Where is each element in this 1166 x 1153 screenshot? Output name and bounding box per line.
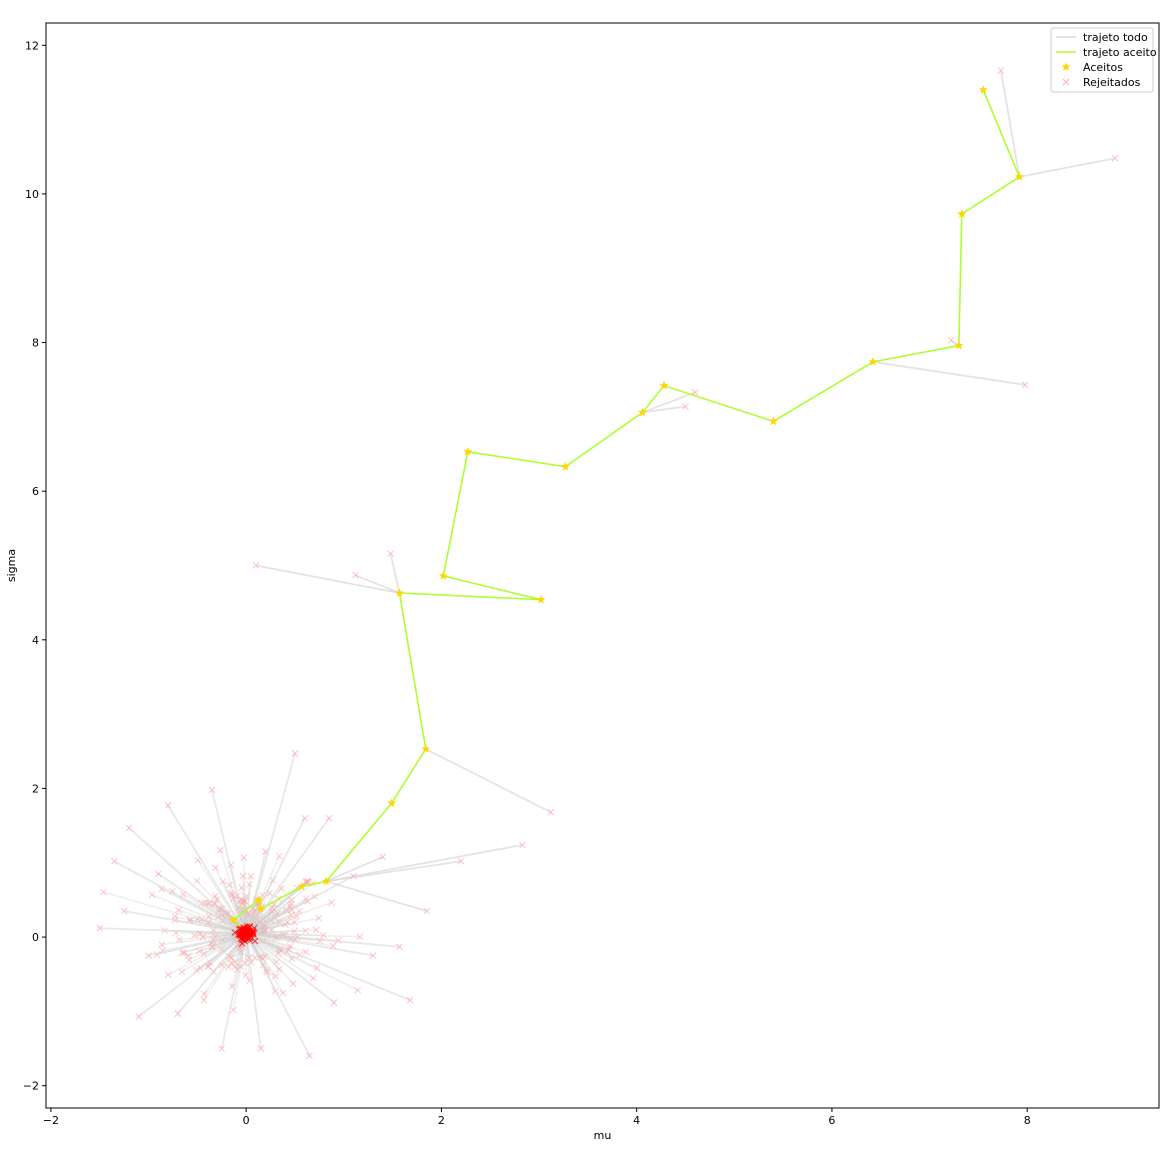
y-tick-label: 0 <box>32 931 39 944</box>
x-tick-label: 4 <box>633 1114 640 1127</box>
rejected-point <box>302 815 308 821</box>
all-path-segment <box>326 861 461 881</box>
cloud-point <box>290 981 296 987</box>
all-path-segment <box>1001 71 1020 177</box>
all-path-segment <box>391 554 400 593</box>
all-path-segment <box>326 881 427 911</box>
all-path-series <box>100 71 1115 1056</box>
rejected-point <box>155 871 161 877</box>
cloud-point <box>276 853 282 859</box>
y-tick-label: 2 <box>32 782 39 795</box>
legend-label: Aceitos <box>1083 61 1123 74</box>
all-path-segment <box>1019 158 1115 177</box>
x-tick-label: 2 <box>438 1114 445 1127</box>
accepted-point <box>439 572 447 580</box>
y-tick-label: 4 <box>32 634 39 647</box>
x-axis-label: mu <box>594 1129 612 1142</box>
y-tick-label: 8 <box>32 337 39 350</box>
cloud-point <box>280 990 286 996</box>
cloud-point <box>194 878 200 884</box>
rejected-point <box>948 337 954 343</box>
accepted-point <box>537 595 545 603</box>
cloud-point <box>179 969 185 975</box>
cloud-point <box>186 957 192 963</box>
y-axis-label: sigma <box>5 549 18 582</box>
all-path-segment <box>256 566 400 593</box>
y-tick-label: 12 <box>25 39 39 52</box>
rejected-point <box>548 809 554 815</box>
rejected-point <box>165 803 171 809</box>
x-tick-label: 8 <box>1024 1114 1031 1127</box>
cloud-point <box>165 972 171 978</box>
accepted-point <box>769 417 777 425</box>
all-path-segment <box>426 749 551 812</box>
rejected-point <box>111 858 117 864</box>
cloud-point <box>212 893 218 899</box>
y-tick-label: 6 <box>32 485 39 498</box>
rejected-point <box>326 815 332 821</box>
x-axis-ticks: −2 0 2 4 6 8 <box>43 1108 1031 1127</box>
accepted-point <box>561 462 569 470</box>
x-tick-label: 6 <box>828 1114 835 1127</box>
cloud-point <box>355 987 361 993</box>
cloud-point <box>213 865 219 871</box>
legend: trajeto todo trajeto aceito Aceitos Rejeita… <box>1051 28 1157 92</box>
rejected-point <box>307 1053 313 1059</box>
cloud-point <box>276 966 282 972</box>
y-axis-ticks: −2 0 2 4 6 8 10 12 <box>23 39 46 1092</box>
accepted-point <box>955 341 963 349</box>
x-tick-label: 0 <box>243 1114 250 1127</box>
y-tick-label: −2 <box>23 1080 39 1093</box>
all-path-segment <box>355 575 399 593</box>
all-path-segment <box>326 845 522 881</box>
y-tick-label: 10 <box>25 188 39 201</box>
rejected-point <box>136 1014 142 1020</box>
all-path-segment <box>873 362 1025 385</box>
rejected-point <box>331 999 337 1005</box>
cloud-point <box>310 975 316 981</box>
rejected-point <box>175 1011 181 1017</box>
legend-label: trajeto todo <box>1083 31 1148 44</box>
cloud-point <box>201 997 207 1003</box>
x-tick-label: −2 <box>43 1114 59 1127</box>
rejected-point <box>126 825 132 831</box>
accepted-path-line <box>233 90 1019 933</box>
accepted-point <box>979 86 987 94</box>
legend-label: trajeto aceito <box>1083 46 1157 59</box>
accepted-points-series <box>229 86 1023 924</box>
all-path-segment <box>246 933 410 1000</box>
legend-label: Rejeitados <box>1083 76 1141 89</box>
accepted-path-series <box>233 90 1019 933</box>
